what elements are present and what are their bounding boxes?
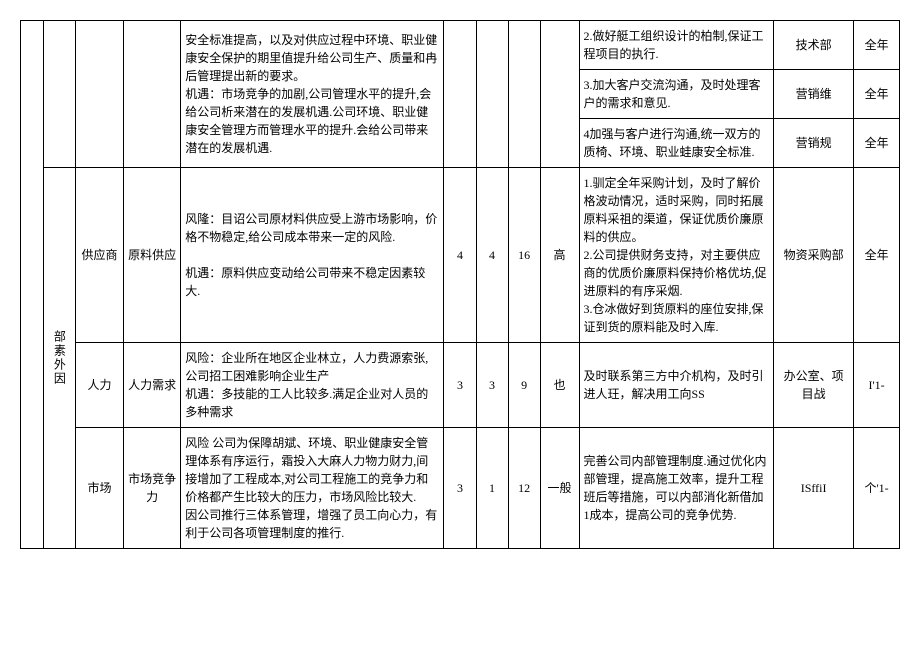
subcat-cell: 人力需求: [124, 343, 181, 428]
measure-cell: 完善公司内部管理制度.通过优化内部管理，提高施工效率，提升工程班后等措施，可以内…: [579, 428, 774, 549]
dept-cell: 技术部: [774, 21, 854, 70]
section-label: 部素外因: [43, 168, 75, 549]
table-row: 部素外因 供应商 原料供应 风隆：目诏公司原材料供应受上游市场影响，价格不物稳定…: [21, 168, 900, 343]
cat-cell: 供应商: [75, 168, 123, 343]
measure-cell: 2.做好艇工组织设计的柏制,保证工程项目的执行.: [579, 21, 774, 70]
table-row: 市场 市场竞争力 风险 公司为保障胡斌、环境、职业健康安全管理体系有序运行，霜投…: [21, 428, 900, 549]
num-h: 12: [508, 428, 540, 549]
risk-table: 安全标准提高，以及对供应过程中环境、职业健康安全保护的期里值提升给公司生产、质量…: [20, 20, 900, 549]
dept-cell: 营销规: [774, 119, 854, 168]
dept-cell: 办公室、项目战: [774, 343, 854, 428]
col-a-blank: [21, 21, 44, 549]
table-row: 人力 人力需求 风险：企业所在地区企业林立，人力费源索张,公司招工困难影响企业生…: [21, 343, 900, 428]
period-cell: 全年: [854, 70, 900, 119]
period-cell: 全年: [854, 21, 900, 70]
measure-cell: 4加强与客户进行沟通,统一双方的质椅、环境、职业蛙康安全标准.: [579, 119, 774, 168]
dept-cell: 营销维: [774, 70, 854, 119]
num-f: 3: [444, 343, 476, 428]
measure-cell: 及时联系第三方中介机构，及时引进人玨，解决用工向SS: [579, 343, 774, 428]
cat-cell: 人力: [75, 343, 123, 428]
dept-cell: 物资采购部: [774, 168, 854, 343]
period-cell: 全年: [854, 119, 900, 168]
cat-cell: 市场: [75, 428, 123, 549]
measure-cell: 1.驯定全年采购计划，及时了解价格波动情况，适时采购，同时拓展原料采祖的渠道，保…: [579, 168, 774, 343]
num-g: 1: [476, 428, 508, 549]
dept-cell: ISffiI: [774, 428, 854, 549]
num-f: [444, 21, 476, 168]
col-b-blank: [43, 21, 75, 168]
desc-cell: 安全标准提高，以及对供应过程中环境、职业健康安全保护的期里值提升给公司生产、质量…: [181, 21, 444, 168]
period-cell: I'1-: [854, 343, 900, 428]
desc-cell: 风险 公司为保障胡斌、环境、职业健康安全管理体系有序运行，霜投入大麻人力物力财力…: [181, 428, 444, 549]
num-h: 16: [508, 168, 540, 343]
num-h: 9: [508, 343, 540, 428]
table-row: 安全标准提高，以及对供应过程中环境、职业健康安全保护的期里值提升给公司生产、质量…: [21, 21, 900, 70]
measure-cell: 3.加大客户交流沟通，及时处理客户的需求和意见.: [579, 70, 774, 119]
subcat-cell: 市场竞争力: [124, 428, 181, 549]
level-cell: 高: [540, 168, 579, 343]
num-g: 3: [476, 343, 508, 428]
period-cell: 个'1-: [854, 428, 900, 549]
col-d-blank: [124, 21, 181, 168]
period-cell: 全年: [854, 168, 900, 343]
level-cell: [540, 21, 579, 168]
num-h: [508, 21, 540, 168]
num-g: 4: [476, 168, 508, 343]
num-f: 4: [444, 168, 476, 343]
desc-cell: 风隆：目诏公司原材料供应受上游市场影响，价格不物稳定,给公司成本带来一定的风险.…: [181, 168, 444, 343]
num-g: [476, 21, 508, 168]
level-cell: 也: [540, 343, 579, 428]
subcat-cell: 原料供应: [124, 168, 181, 343]
level-cell: 一般: [540, 428, 579, 549]
col-c-blank: [75, 21, 123, 168]
desc-cell: 风险：企业所在地区企业林立，人力费源索张,公司招工困难影响企业生产 机遇：多技能…: [181, 343, 444, 428]
num-f: 3: [444, 428, 476, 549]
